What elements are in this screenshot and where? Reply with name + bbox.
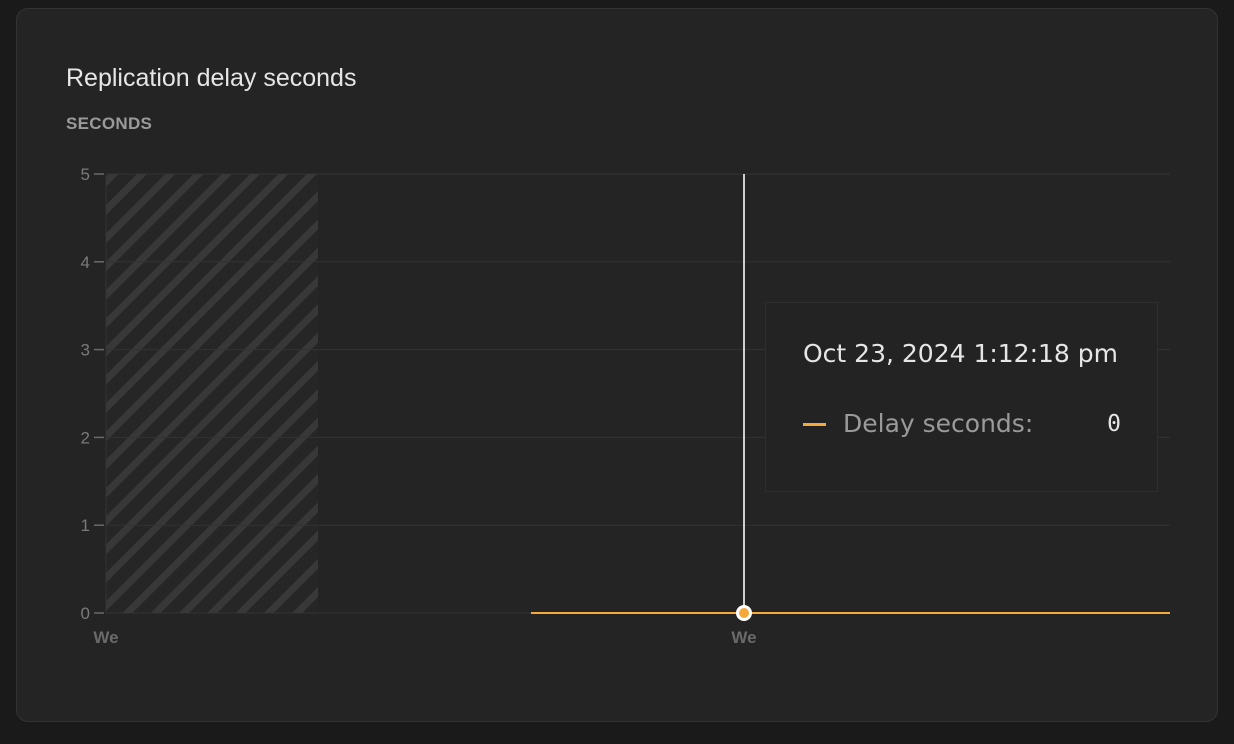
y-axis-label: SECONDS (66, 114, 153, 133)
y-tick-label: 5 (81, 165, 90, 184)
chart-title: Replication delay seconds (66, 64, 357, 92)
tooltip-series-label: Delay seconds: (843, 409, 1034, 438)
y-tick-label: 3 (81, 341, 90, 360)
hover-point (739, 608, 749, 618)
y-tick-label: 0 (81, 604, 90, 623)
y-tick-label: 2 (81, 428, 90, 447)
no-data-region (106, 174, 318, 613)
y-tick-label: 1 (81, 516, 90, 535)
y-tick-label: 4 (81, 253, 90, 272)
tooltip-series-value: 0 (1107, 411, 1121, 437)
tooltip-series-swatch (803, 423, 826, 426)
chart-tooltip: Oct 23, 2024 1:12:18 pm Delay seconds: 0 (765, 302, 1158, 492)
tooltip-date: Oct 23, 2024 1:12:18 pm (803, 339, 1118, 368)
x-tick-label: We (731, 628, 756, 647)
x-tick-label: We (93, 628, 118, 647)
